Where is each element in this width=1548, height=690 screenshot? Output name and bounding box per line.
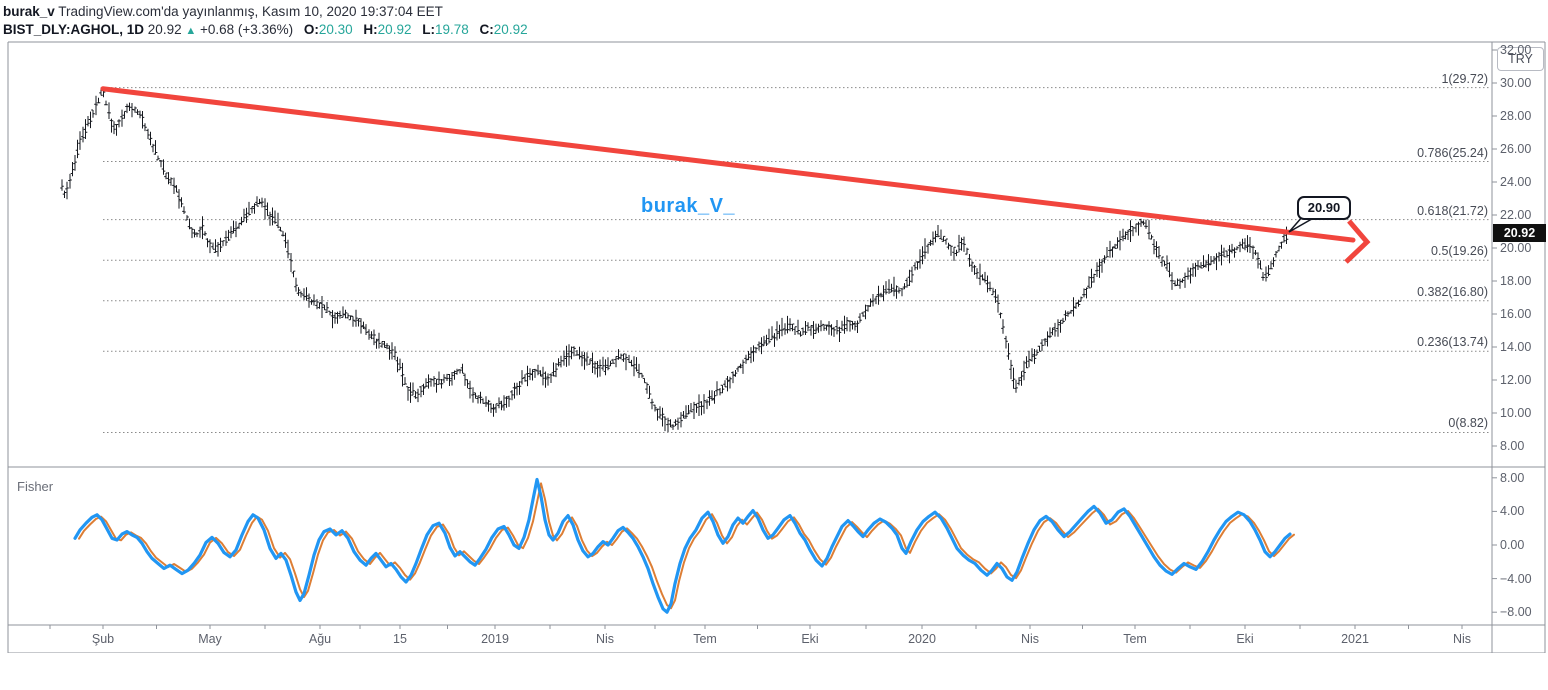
last-price-tag: 20.92 (1493, 224, 1546, 242)
price-tick-label: 16.00 (1500, 307, 1532, 321)
low-value: 19.78 (434, 22, 469, 37)
close-label: C: (479, 22, 494, 37)
price-tick-label: 14.00 (1500, 340, 1532, 354)
author-name: burak_v (3, 4, 55, 19)
time-axis-label: 2020 (908, 632, 936, 646)
price-change: +0.68 (+3.36%) (200, 22, 294, 37)
time-axis-label: Nis (1020, 632, 1040, 646)
time-axis-label: Eki (1236, 632, 1254, 646)
price-tick-label: 30.00 (1500, 76, 1532, 90)
open-value: 20.30 (318, 22, 353, 37)
currency-toggle-button[interactable]: TRY (1497, 47, 1544, 71)
indicator-tick-label: −8.00 (1500, 605, 1532, 620)
indicator-tick-label: 4.00 (1500, 504, 1525, 519)
open-label: O: (303, 22, 319, 37)
fib-level-label: 0(8.82) (1448, 416, 1488, 431)
time-axis-label: Ağu (308, 632, 332, 646)
price-tick-label: 26.00 (1500, 142, 1532, 156)
price-tick-label: 24.00 (1500, 175, 1532, 189)
author-watermark: burak_V_ (641, 195, 736, 217)
time-axis-label: 15 (393, 632, 407, 646)
publish-text: TradingView.com'da yayınlanmış, Kasım 10… (58, 4, 443, 19)
close-value: 20.92 (493, 22, 528, 37)
time-axis-label: Nis (1452, 632, 1472, 646)
indicator-tick-label: −4.00 (1500, 571, 1532, 586)
price-tick-label: 10.00 (1500, 406, 1532, 420)
price-tick-label: 12.00 (1500, 373, 1532, 387)
high-label: H: (363, 22, 378, 37)
fisher-trigger-line[interactable] (78, 482, 1295, 610)
symbol-name[interactable]: BIST_DLY:AGHOL, 1D (3, 22, 145, 37)
fib-level-label: 0.382(16.80) (1417, 284, 1488, 299)
fib-level-label: 0.5(19.26) (1431, 244, 1488, 259)
indicator-tick-label: 0.00 (1500, 538, 1525, 552)
time-axis-label: 2019 (481, 632, 509, 646)
candlestick-series[interactable] (60, 87, 1289, 432)
symbol-legend: BIST_DLY:AGHOL, 1D 20.92 ▲ +0.68 (+3.36%… (3, 22, 528, 37)
indicator-tick-label: 8.00 (1500, 470, 1525, 485)
descending-trendline[interactable] (100, 86, 1356, 243)
up-triangle-icon: ▲ (185, 25, 197, 37)
trendline-arrow-head[interactable] (1344, 219, 1371, 264)
price-tick-label: 18.00 (1500, 274, 1532, 288)
price-tick-label: 20.00 (1500, 241, 1532, 255)
time-axis-label: Tem (1123, 632, 1147, 646)
publish-info-line: burak_v TradingView.com'da yayınlanmış, … (3, 4, 443, 19)
price-tick-label: 22.00 (1500, 208, 1532, 222)
time-axis-label: Nis (595, 632, 615, 646)
time-axis-label: Şub (91, 632, 115, 646)
low-label: L: (422, 22, 435, 37)
time-axis-label: 2021 (1341, 632, 1369, 646)
fib-level-label: 0.786(25.24) (1417, 145, 1488, 160)
price-callout[interactable]: 20.90 (1297, 196, 1351, 220)
fib-level-label: 0.236(13.74) (1417, 335, 1488, 350)
time-axis-label: Eki (801, 632, 819, 646)
indicator-title[interactable]: Fisher (17, 479, 54, 494)
price-tick-label: 8.00 (1500, 439, 1525, 453)
high-value: 20.92 (377, 22, 412, 37)
fib-level-label: 1(29.72) (1441, 71, 1488, 86)
time-axis-label: May (198, 632, 222, 646)
price-tick-label: 32.00 (1500, 43, 1532, 57)
footer: TradingView (0, 653, 1548, 690)
time-axis-label: Tem (693, 632, 717, 646)
price-tick-label: 28.00 (1500, 109, 1532, 123)
fisher-line[interactable] (73, 477, 1292, 614)
fib-level-label: 0.618(21.72) (1417, 203, 1488, 218)
last-price: 20.92 (147, 22, 182, 37)
